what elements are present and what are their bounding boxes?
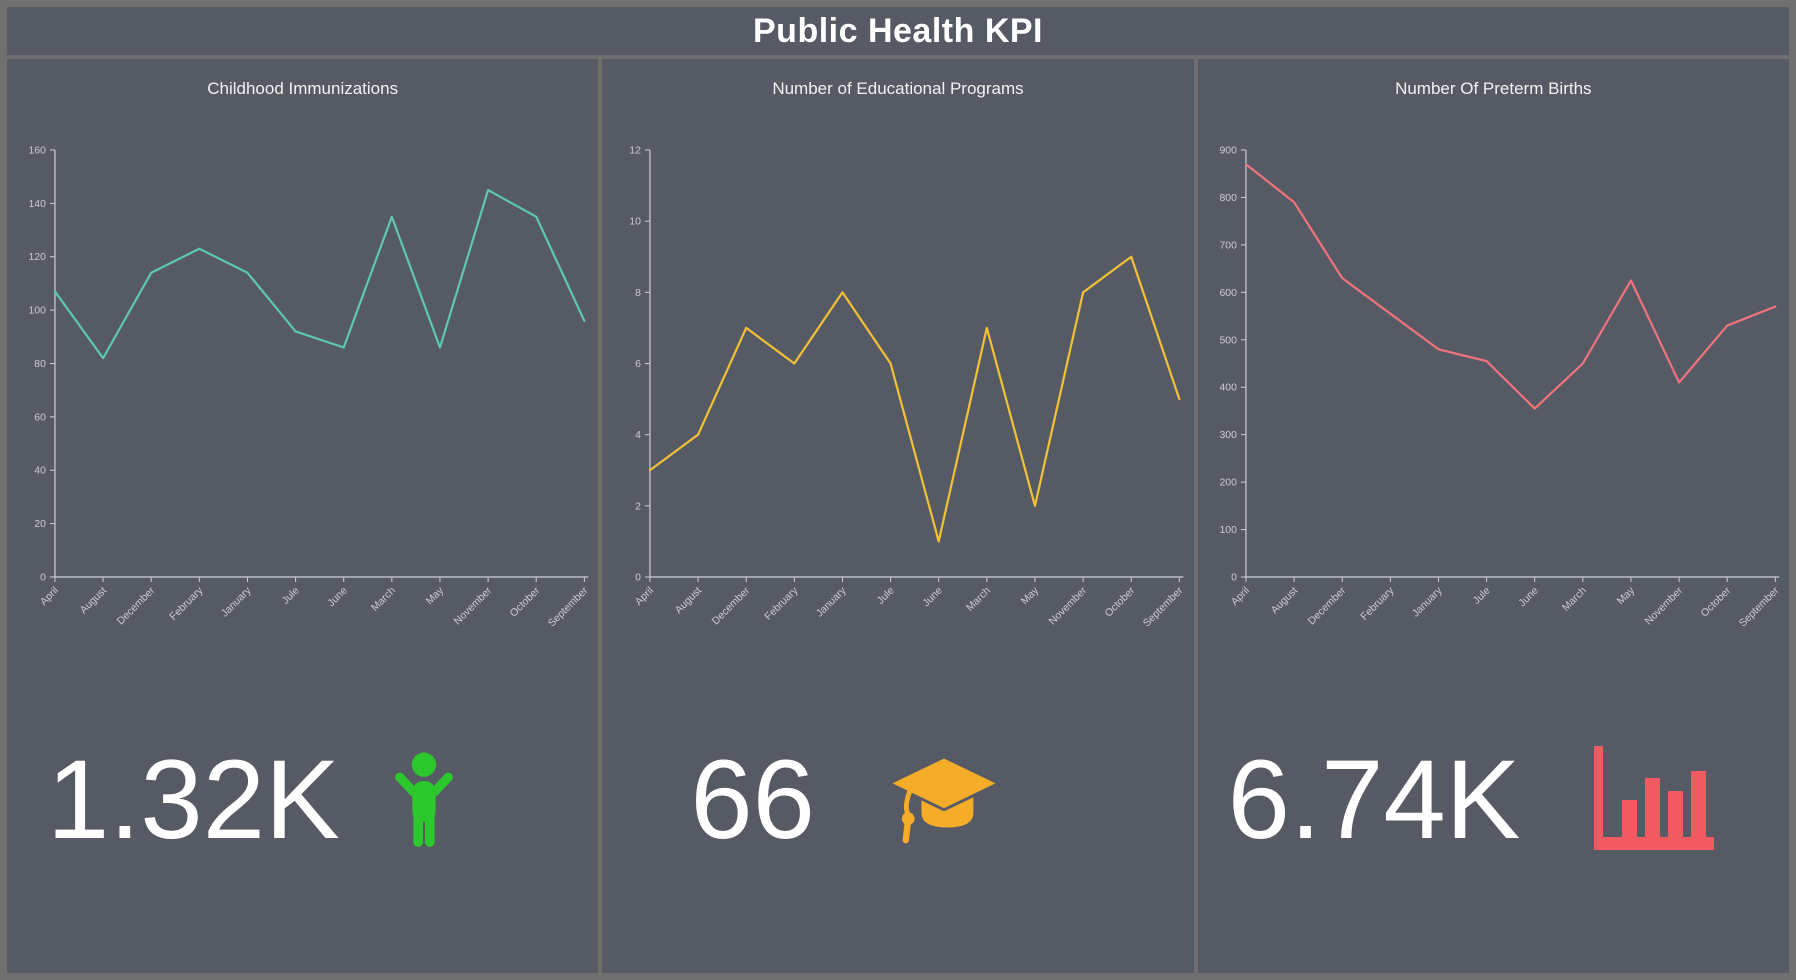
kpi-row: 66 <box>602 729 1193 871</box>
svg-text:500: 500 <box>1219 335 1237 346</box>
svg-text:March: March <box>370 585 398 614</box>
svg-text:600: 600 <box>1219 288 1237 299</box>
svg-text:80: 80 <box>34 359 46 370</box>
kpi-value: 6.74K <box>1227 737 1521 862</box>
svg-text:September: September <box>546 585 590 629</box>
panel-childhood-immunizations: Childhood Immunizations 0 20 40 60 80 100 120 1… <box>7 59 599 973</box>
svg-text:March: March <box>965 585 993 614</box>
svg-text:0: 0 <box>1231 572 1237 583</box>
kpi-row: 1.32K <box>7 729 598 871</box>
svg-text:Jule: Jule <box>280 585 301 607</box>
svg-text:400: 400 <box>1219 383 1237 394</box>
svg-text:January: January <box>815 585 850 620</box>
line-chart-educational-programs: 0 2 4 6 8 10 12 April August December February Janu… <box>630 145 1187 629</box>
kpi-panels: Childhood Immunizations 0 20 40 60 80 100 120 1… <box>7 59 1789 973</box>
svg-text:December: December <box>711 585 753 627</box>
svg-text:800: 800 <box>1219 193 1237 204</box>
svg-text:200: 200 <box>1219 478 1237 489</box>
bar-chart-icon <box>1588 740 1720 860</box>
svg-text:August: August <box>1269 585 1300 616</box>
svg-text:August: August <box>674 585 705 616</box>
svg-text:August: August <box>78 585 109 616</box>
svg-text:4: 4 <box>635 430 641 441</box>
svg-text:8: 8 <box>635 288 641 299</box>
panel-preterm-births: Number Of Preterm Births 0 100 200 300 400 50… <box>1197 59 1789 973</box>
svg-text:February: February <box>763 585 801 623</box>
svg-text:0: 0 <box>635 572 641 583</box>
panel-educational-programs: Number of Educational Programs 0 2 4 6 8 10 12… <box>602 59 1194 973</box>
svg-text:January: January <box>219 585 254 620</box>
svg-text:100: 100 <box>1219 525 1237 536</box>
dashboard-titlebar: Public Health KPI <box>7 7 1789 55</box>
svg-text:100: 100 <box>28 306 46 317</box>
svg-text:April: April <box>1229 585 1252 608</box>
line-chart-childhood-immunizations: 0 20 40 60 80 100 120 140 160 April August December… <box>28 145 590 629</box>
svg-text:10: 10 <box>630 217 642 228</box>
svg-text:12: 12 <box>630 145 642 156</box>
svg-text:December: December <box>1306 585 1348 627</box>
svg-text:900: 900 <box>1219 145 1237 156</box>
svg-text:November: November <box>1048 585 1090 627</box>
svg-text:October: October <box>508 585 542 620</box>
svg-text:May: May <box>1615 585 1637 607</box>
svg-text:April: April <box>38 585 61 608</box>
kpi-value: 66 <box>690 737 815 862</box>
svg-text:300: 300 <box>1219 430 1237 441</box>
svg-text:6: 6 <box>635 359 641 370</box>
svg-text:March: March <box>1560 585 1588 614</box>
svg-text:November: November <box>1643 585 1685 627</box>
child-icon <box>392 752 454 849</box>
svg-text:160: 160 <box>28 145 46 156</box>
svg-text:June: June <box>326 585 350 609</box>
svg-text:120: 120 <box>28 252 46 263</box>
svg-text:2: 2 <box>635 501 641 512</box>
svg-text:May: May <box>1020 585 1042 607</box>
chart-title: Number Of Preterm Births <box>1395 79 1592 98</box>
svg-text:February: February <box>1359 585 1397 623</box>
chart-title: Childhood Immunizations <box>207 79 399 98</box>
kpi-value: 1.32K <box>47 737 340 862</box>
svg-text:Jule: Jule <box>1471 585 1492 607</box>
svg-text:October: October <box>1699 585 1733 620</box>
svg-text:40: 40 <box>34 466 46 477</box>
svg-text:September: September <box>1737 585 1781 629</box>
svg-text:November: November <box>452 585 494 627</box>
svg-text:20: 20 <box>34 519 46 530</box>
kpi-row: 6.74K <box>1198 729 1789 871</box>
svg-text:January: January <box>1410 585 1445 620</box>
page-title: Public Health KPI <box>753 11 1043 50</box>
svg-text:140: 140 <box>28 199 46 210</box>
svg-text:April: April <box>634 585 657 608</box>
graduation-cap-icon <box>885 751 1003 849</box>
svg-text:May: May <box>424 585 446 607</box>
svg-text:September: September <box>1142 585 1186 629</box>
chart-title: Number of Educational Programs <box>772 79 1024 98</box>
line-chart-preterm-births: 0 100 200 300 400 500 600 700 800 900 April August D… <box>1219 145 1781 629</box>
svg-text:700: 700 <box>1219 240 1237 251</box>
svg-text:June: June <box>1517 585 1541 609</box>
svg-text:October: October <box>1104 585 1138 620</box>
svg-text:February: February <box>168 585 206 623</box>
svg-text:0: 0 <box>40 572 46 583</box>
svg-text:December: December <box>115 585 157 627</box>
svg-text:60: 60 <box>34 412 46 423</box>
svg-text:June: June <box>921 585 945 609</box>
svg-text:Jule: Jule <box>876 585 897 607</box>
